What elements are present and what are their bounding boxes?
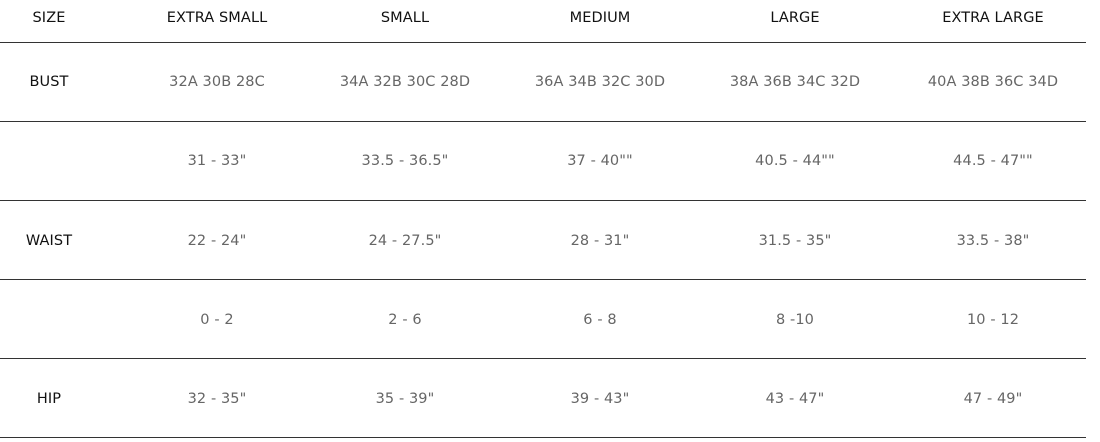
table-row: WAIST 22 - 24" 24 - 27.5" 28 - 31" 31.5 - 35…: [0, 202, 1086, 280]
row-label: BUST: [29, 74, 69, 90]
table-cell: 6 - 8: [583, 311, 617, 328]
table-cell: 44.5 - 47"": [953, 153, 1033, 169]
table-cell: 32 - 35": [187, 390, 247, 407]
header-size: SIZE: [32, 10, 66, 26]
table-cell: 31 - 33": [187, 153, 247, 169]
table-cell: 24 - 27.5": [368, 232, 442, 249]
table-header-row: SIZE EXTRA SMALL SMALL MEDIUM LARGE EXTR…: [0, 0, 1086, 43]
header-large: LARGE: [770, 10, 820, 26]
row-label: HIP: [36, 390, 62, 407]
header-extra-large: EXTRA LARGE: [942, 10, 1044, 26]
table-cell: 10 - 12: [966, 311, 1020, 328]
table-cell: 35 - 39": [375, 390, 435, 407]
table-cell: 28 - 31": [570, 232, 630, 249]
table-cell: 31.5 - 35": [758, 232, 832, 249]
table-cell: 22 - 24": [187, 232, 247, 249]
table-row: BUST 32A 30B 28C 34A 32B 30C 28D 36A 34B 32…: [0, 43, 1086, 122]
table-row: HIP 32 - 35" 35 - 39" 39 - 43" 43 - 47" 47 - …: [0, 360, 1086, 438]
table-cell: 38A 36B 34C 32D: [729, 74, 861, 90]
table-cell: 2 - 6: [388, 311, 422, 328]
table-cell: 8 -10: [775, 311, 815, 328]
table-cell: 37 - 40"": [567, 153, 633, 169]
table-row: 31 - 33" 33.5 - 36.5" 37 - 40"" 40.5 - 44""…: [0, 122, 1086, 201]
header-small: SMALL: [380, 10, 430, 26]
table-cell: 47 - 49": [963, 390, 1023, 407]
table-cell: 43 - 47": [765, 390, 825, 407]
table-cell: 0 - 2: [200, 311, 234, 328]
table-cell: 33.5 - 36.5": [361, 153, 449, 169]
table-cell: 40.5 - 44"": [755, 153, 835, 169]
header-extra-small: EXTRA SMALL: [166, 10, 268, 26]
table-cell: 39 - 43": [570, 390, 630, 407]
header-medium: MEDIUM: [569, 10, 631, 26]
table-cell: 36A 34B 32C 30D: [534, 74, 666, 90]
table-cell: 33.5 - 38": [956, 232, 1030, 249]
table-cell: 40A 38B 36C 34D: [927, 74, 1059, 90]
row-label: WAIST: [25, 232, 73, 249]
table-row: 0 - 2 2 - 6 6 - 8 8 -10 10 - 12: [0, 281, 1086, 359]
table-cell: 34A 32B 30C 28D: [339, 74, 471, 90]
table-cell: 32A 30B 28C: [169, 74, 265, 90]
